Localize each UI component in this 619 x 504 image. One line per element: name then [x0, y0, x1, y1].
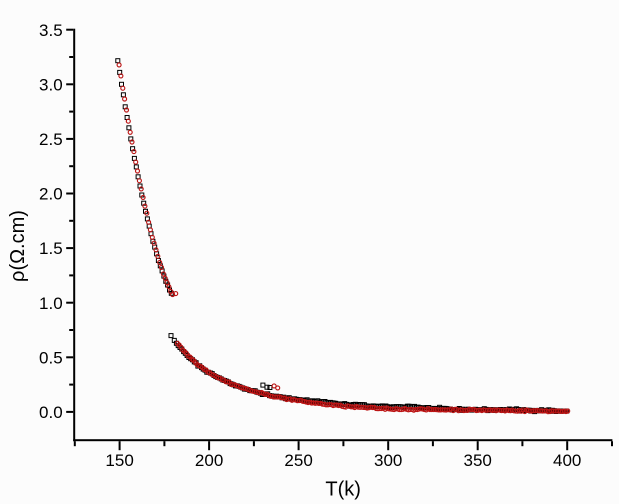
- svg-text:1.0: 1.0: [39, 294, 63, 313]
- svg-text:300: 300: [374, 451, 402, 470]
- svg-text:350: 350: [464, 451, 492, 470]
- svg-text:200: 200: [195, 451, 223, 470]
- svg-text:0.5: 0.5: [39, 348, 63, 367]
- svg-text:250: 250: [284, 451, 312, 470]
- svg-text:ρ(Ω.cm): ρ(Ω.cm): [7, 210, 29, 282]
- svg-text:2.5: 2.5: [39, 130, 63, 149]
- svg-text:1.5: 1.5: [39, 239, 63, 258]
- svg-text:400: 400: [553, 451, 581, 470]
- svg-text:2.0: 2.0: [39, 185, 63, 204]
- svg-text:3.5: 3.5: [39, 21, 63, 40]
- svg-text:0.0: 0.0: [39, 403, 63, 422]
- svg-text:150: 150: [105, 451, 133, 470]
- svg-text:3.0: 3.0: [39, 75, 63, 94]
- svg-text:T(k): T(k): [325, 478, 361, 500]
